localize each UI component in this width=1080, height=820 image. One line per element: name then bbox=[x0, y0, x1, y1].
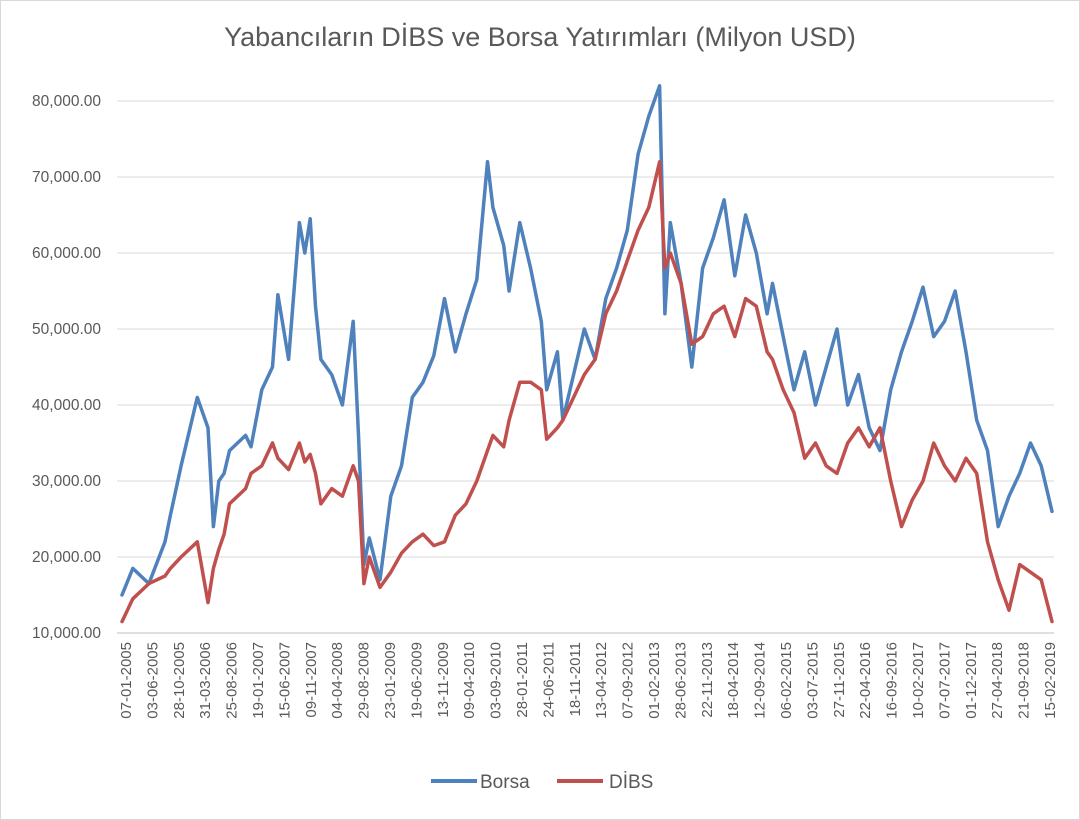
legend: Borsa DİBS bbox=[431, 772, 653, 793]
x-tick-label: 16-09-2016 bbox=[884, 642, 901, 719]
x-axis-labels: 07-01-2005 03-06-2005 28-10-2005 31-03-2006… bbox=[118, 642, 1059, 719]
x-tick-label: 03-06-2005 bbox=[144, 642, 161, 719]
x-tick-label: 01-02-2013 bbox=[646, 642, 663, 719]
x-tick-label: 21-09-2018 bbox=[1016, 642, 1033, 719]
y-axis-labels: 10,000.00 20,000.00 30,000.00 40,000.00 50,0… bbox=[32, 93, 101, 642]
y-tick-label: 10,000.00 bbox=[32, 625, 101, 642]
x-tick-label: 28-06-2013 bbox=[672, 642, 689, 719]
chart-title: Yabancıların DİBS ve Borsa Yatırımları (… bbox=[224, 22, 856, 52]
y-tick-label: 40,000.00 bbox=[32, 397, 101, 414]
x-tick-label: 15-06-2007 bbox=[276, 642, 293, 719]
series-line-borsa bbox=[120, 84, 1054, 597]
x-tick-label: 06-02-2015 bbox=[778, 642, 795, 719]
x-tick-label: 18-04-2014 bbox=[725, 642, 742, 719]
x-tick-label: 31-03-2006 bbox=[197, 642, 214, 719]
y-tick-label: 20,000.00 bbox=[32, 549, 101, 566]
x-tick-label: 19-01-2007 bbox=[250, 642, 267, 719]
legend-item-borsa: Borsa bbox=[480, 772, 530, 793]
x-tick-label: 27-11-2015 bbox=[831, 642, 848, 718]
x-tick-label: 10-02-2017 bbox=[910, 642, 927, 719]
x-tick-label: 13-11-2009 bbox=[435, 642, 452, 718]
x-tick-label: 07-09-2012 bbox=[620, 642, 637, 719]
x-tick-label: 18-11-2011 bbox=[567, 642, 584, 717]
x-tick-label: 09-11-2007 bbox=[303, 642, 320, 718]
series-lines bbox=[120, 84, 1054, 624]
x-tick-label: 07-07-2017 bbox=[936, 642, 953, 719]
x-tick-label: 01-12-2017 bbox=[963, 642, 980, 719]
x-tick-label: 03-09-2010 bbox=[488, 642, 505, 719]
x-tick-label: 04-04-2008 bbox=[329, 642, 346, 719]
x-tick-label: 24-06-2011 bbox=[540, 642, 557, 718]
y-tick-label: 80,000.00 bbox=[32, 93, 101, 110]
x-tick-label: 13-04-2012 bbox=[593, 642, 610, 719]
y-tick-label: 60,000.00 bbox=[32, 245, 101, 262]
gridlines bbox=[117, 100, 1054, 634]
x-tick-label: 28-01-2011 bbox=[514, 642, 531, 718]
x-tick-label: 28-10-2005 bbox=[171, 642, 188, 719]
x-tick-label: 29-08-2008 bbox=[356, 642, 373, 719]
x-tick-label: 12-09-2014 bbox=[752, 642, 769, 719]
x-tick-label: 25-08-2006 bbox=[224, 642, 241, 719]
y-tick-label: 70,000.00 bbox=[32, 169, 101, 186]
x-tick-label: 23-01-2009 bbox=[382, 642, 399, 719]
x-tick-label: 22-04-2016 bbox=[857, 642, 874, 719]
x-tick-label: 15-02-2019 bbox=[1042, 642, 1059, 719]
y-tick-label: 30,000.00 bbox=[32, 473, 101, 490]
x-tick-label: 19-06-2009 bbox=[408, 642, 425, 719]
x-tick-label: 09-04-2010 bbox=[461, 642, 478, 719]
x-tick-label: 27-04-2018 bbox=[989, 642, 1006, 719]
x-tick-label: 07-01-2005 bbox=[118, 642, 135, 719]
legend-item-dibs: DİBS bbox=[609, 772, 653, 793]
x-tick-label: 03-07-2015 bbox=[804, 642, 821, 719]
y-tick-label: 50,000.00 bbox=[32, 321, 101, 338]
series-line-dibs bbox=[120, 160, 1054, 624]
x-tick-label: 22-11-2013 bbox=[699, 642, 716, 718]
